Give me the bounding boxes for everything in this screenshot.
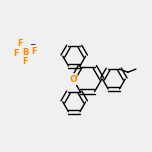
Text: O: O bbox=[69, 74, 77, 84]
Text: B: B bbox=[23, 48, 29, 57]
Text: F: F bbox=[31, 47, 37, 55]
Text: •: • bbox=[75, 74, 79, 80]
Text: F: F bbox=[17, 39, 23, 48]
Text: F: F bbox=[13, 49, 19, 58]
Text: F: F bbox=[22, 57, 28, 66]
Text: −: − bbox=[29, 40, 35, 49]
